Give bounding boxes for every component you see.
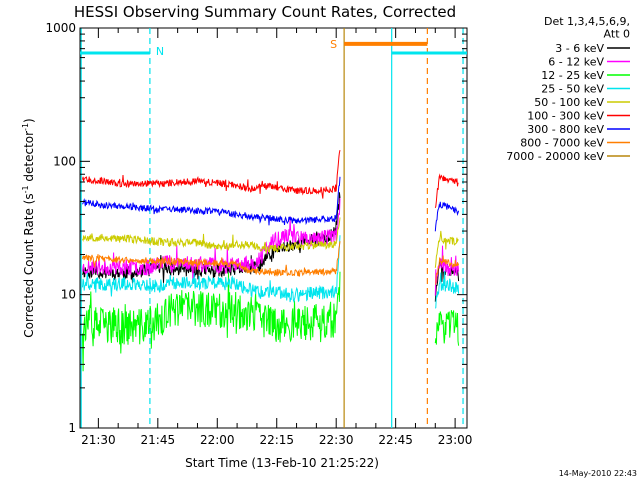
orbit-bars: NS <box>80 38 467 58</box>
y-axis-label-mid: detector <box>22 131 36 186</box>
x-tick-label: 21:45 <box>141 433 176 447</box>
x-tick-label: 21:30 <box>81 433 116 447</box>
series-line <box>82 271 341 372</box>
legend-entry-label: 12 - 25 keV <box>541 69 604 82</box>
x-tick-label: 22:30 <box>319 433 354 447</box>
series-line <box>434 173 459 209</box>
legend-entry-label: 7000 - 20000 keV <box>506 150 604 163</box>
legend-entry-label: 25 - 50 keV <box>541 83 604 96</box>
reference-lines <box>80 28 464 428</box>
y-tick-label: 1000 <box>45 21 76 35</box>
night-marker-label: N <box>156 45 164 58</box>
legend-header: Det 1,3,4,5,6,9, <box>544 15 630 28</box>
legend-entry-label: 100 - 300 keV <box>527 110 604 123</box>
series-line <box>434 270 460 309</box>
legend-entry-label: 3 - 6 keV <box>555 42 604 55</box>
y-tick-label: 100 <box>53 154 76 168</box>
saa-marker-label: S <box>330 38 337 51</box>
legend-entry-label: 50 - 100 keV <box>534 96 604 109</box>
chart-title: HESSI Observing Summary Count Rates, Cor… <box>74 3 456 21</box>
series-line <box>82 192 341 284</box>
series-line <box>434 310 460 346</box>
series-line <box>82 176 341 226</box>
series-line <box>434 201 460 232</box>
x-tick-label: 23:00 <box>438 433 473 447</box>
y-axis-label-sup2: -1 <box>21 123 30 131</box>
series-line <box>82 235 341 304</box>
y-tick-label: 1 <box>68 421 76 435</box>
legend-entry-label: 6 - 12 keV <box>548 56 604 69</box>
series-line <box>82 198 341 284</box>
y-axis-label-main: Corrected Count Rate (s <box>22 193 36 337</box>
series-line <box>435 255 460 285</box>
y-axis-label-sup1: -1 <box>21 185 30 193</box>
series-line <box>82 241 341 277</box>
legend-entry-label: 800 - 7000 keV <box>520 137 604 150</box>
series-line <box>82 217 341 255</box>
legend-header: Att 0 <box>604 28 630 41</box>
x-tick-label: 22:45 <box>378 433 413 447</box>
series-line <box>82 149 341 199</box>
x-axis-label: Start Time (13-Feb-10 21:25:22) <box>185 456 379 470</box>
plot-frame <box>79 27 468 429</box>
y-axis-label: Corrected Count Rate (s-1 detector-1) <box>21 118 36 337</box>
series-line <box>434 230 459 268</box>
y-tick-label: 10 <box>61 288 76 302</box>
x-tick-label: 22:15 <box>259 433 294 447</box>
axis-ticks: 1 10 100 1000 21:30 21:45 22:00 22:15 22:30 22:45… <box>45 21 472 447</box>
timestamp-stamp: 14-May-2010 22:43 <box>559 469 637 478</box>
legend-entry-label: 300 - 800 keV <box>527 123 604 136</box>
series-layer <box>82 149 460 372</box>
y-axis-label-end: ) <box>22 118 36 123</box>
x-tick-label: 22:00 <box>200 433 235 447</box>
